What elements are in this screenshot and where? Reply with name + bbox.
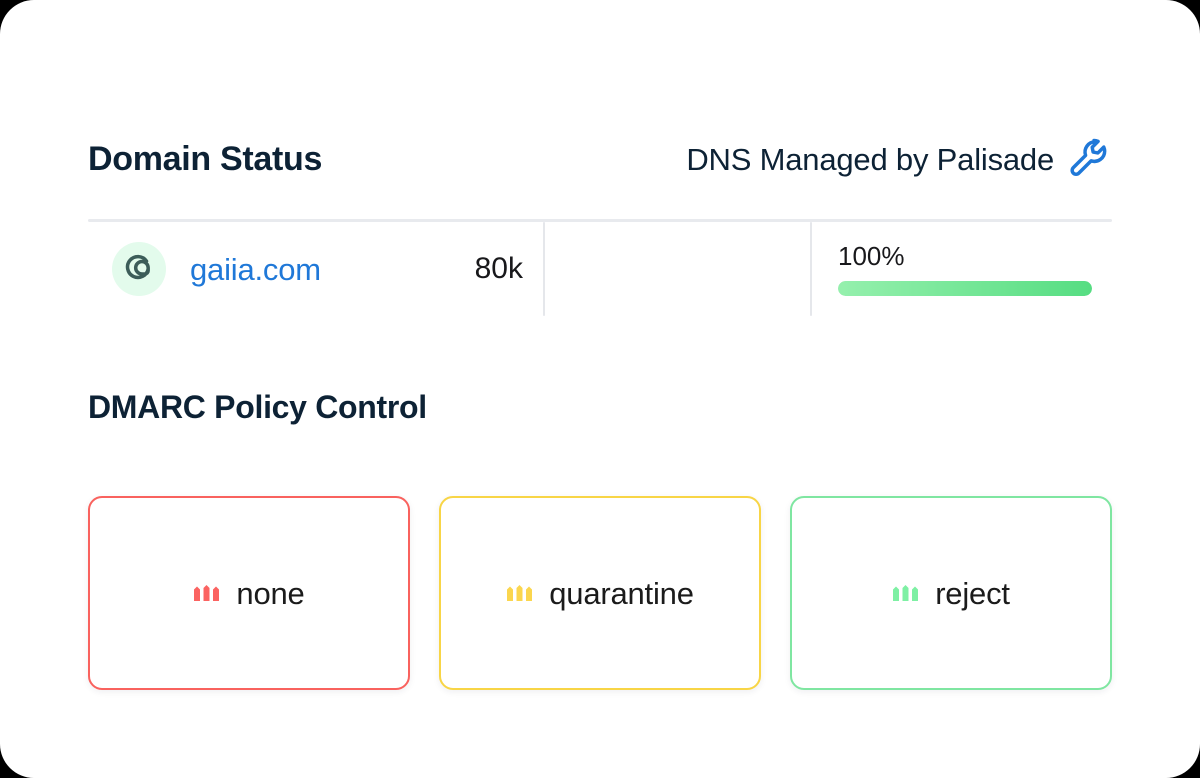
column-divider-1 — [543, 222, 545, 316]
domain-cell[interactable]: gaiia.com — [112, 222, 321, 316]
gaiia-spiral-logo-icon — [112, 242, 166, 296]
palisade-bars-icon — [892, 578, 922, 608]
dmarc-section-title: DMARC Policy Control — [88, 389, 427, 425]
email-volume-value: 80k — [474, 252, 523, 285]
dmarc-policy-label: reject — [935, 575, 1010, 611]
domain-table-row: gaiia.com 80k 100% — [88, 222, 1112, 318]
compliance-progress-track — [838, 280, 1092, 296]
compliance-percent-label: 100% — [838, 240, 905, 271]
palisade-bars-icon — [193, 578, 223, 608]
compliance-progress-cell: 100% — [838, 222, 1112, 316]
domain-name-link[interactable]: gaiia.com — [190, 251, 321, 287]
email-volume-cell: 80k — [388, 222, 523, 316]
compliance-progress-fill — [838, 280, 1092, 296]
dmarc-policy-card-reject[interactable]: reject — [790, 496, 1112, 690]
page-title: Domain Status — [88, 140, 323, 178]
dmarc-policy-card-group: none quarantine reject — [88, 496, 1112, 690]
header-divider — [88, 219, 1112, 222]
dmarc-policy-label: quarantine — [549, 575, 694, 611]
dns-managed-status: DNS Managed by Palisade — [686, 137, 1112, 181]
palisade-bars-icon — [506, 578, 536, 608]
column-divider-2 — [810, 222, 812, 316]
dns-managed-label: DNS Managed by Palisade — [686, 141, 1054, 177]
dmarc-policy-card-quarantine[interactable]: quarantine — [439, 496, 761, 690]
domain-status-header: Domain Status DNS Managed by Palisade — [88, 128, 1112, 190]
dmarc-policy-card-none[interactable]: none — [88, 496, 410, 690]
dmarc-policy-label: none — [236, 575, 305, 611]
wrench-icon[interactable] — [1068, 137, 1112, 181]
